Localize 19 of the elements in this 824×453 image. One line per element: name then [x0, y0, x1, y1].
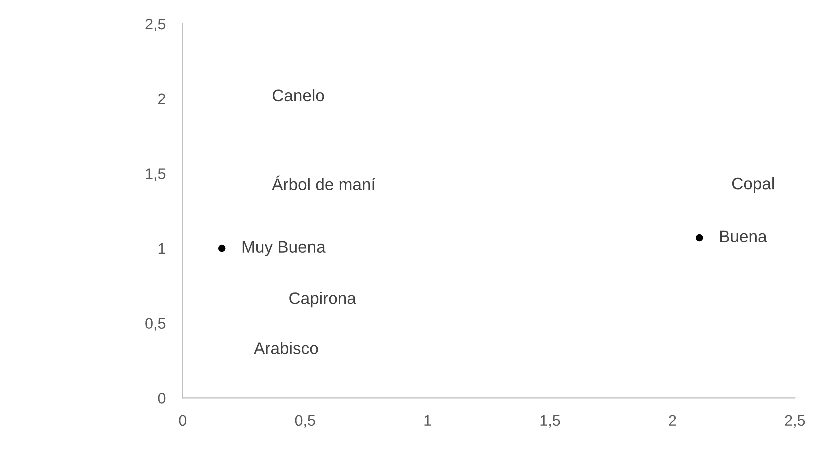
y-tick-label: 0,5: [146, 318, 166, 331]
x-tick-label: 2,5: [785, 415, 806, 428]
y-tick-label: 0: [158, 393, 166, 404]
y-tick-label: 1,5: [146, 168, 166, 182]
y-tick-label: 2: [158, 94, 166, 104]
data-label: Muy Buena: [242, 241, 326, 256]
annotation: Arabisco: [254, 342, 318, 354]
x-tick-label: 1,5: [540, 415, 560, 428]
y-tick-label: 1: [158, 244, 166, 254]
data-label: Buena: [720, 230, 768, 243]
y-tick-label: 2,5: [146, 18, 166, 32]
x-tick-label: 1: [424, 415, 432, 426]
annotation: Copal: [732, 177, 774, 194]
x-tick-label: 0: [179, 415, 187, 426]
annotation: Árbol de maní: [272, 176, 376, 190]
annotation: Canelo: [272, 89, 324, 102]
x-tick-label: 0,5: [295, 415, 316, 428]
x-tick-label: 2: [669, 415, 676, 426]
annotation: Capirona: [290, 292, 356, 308]
